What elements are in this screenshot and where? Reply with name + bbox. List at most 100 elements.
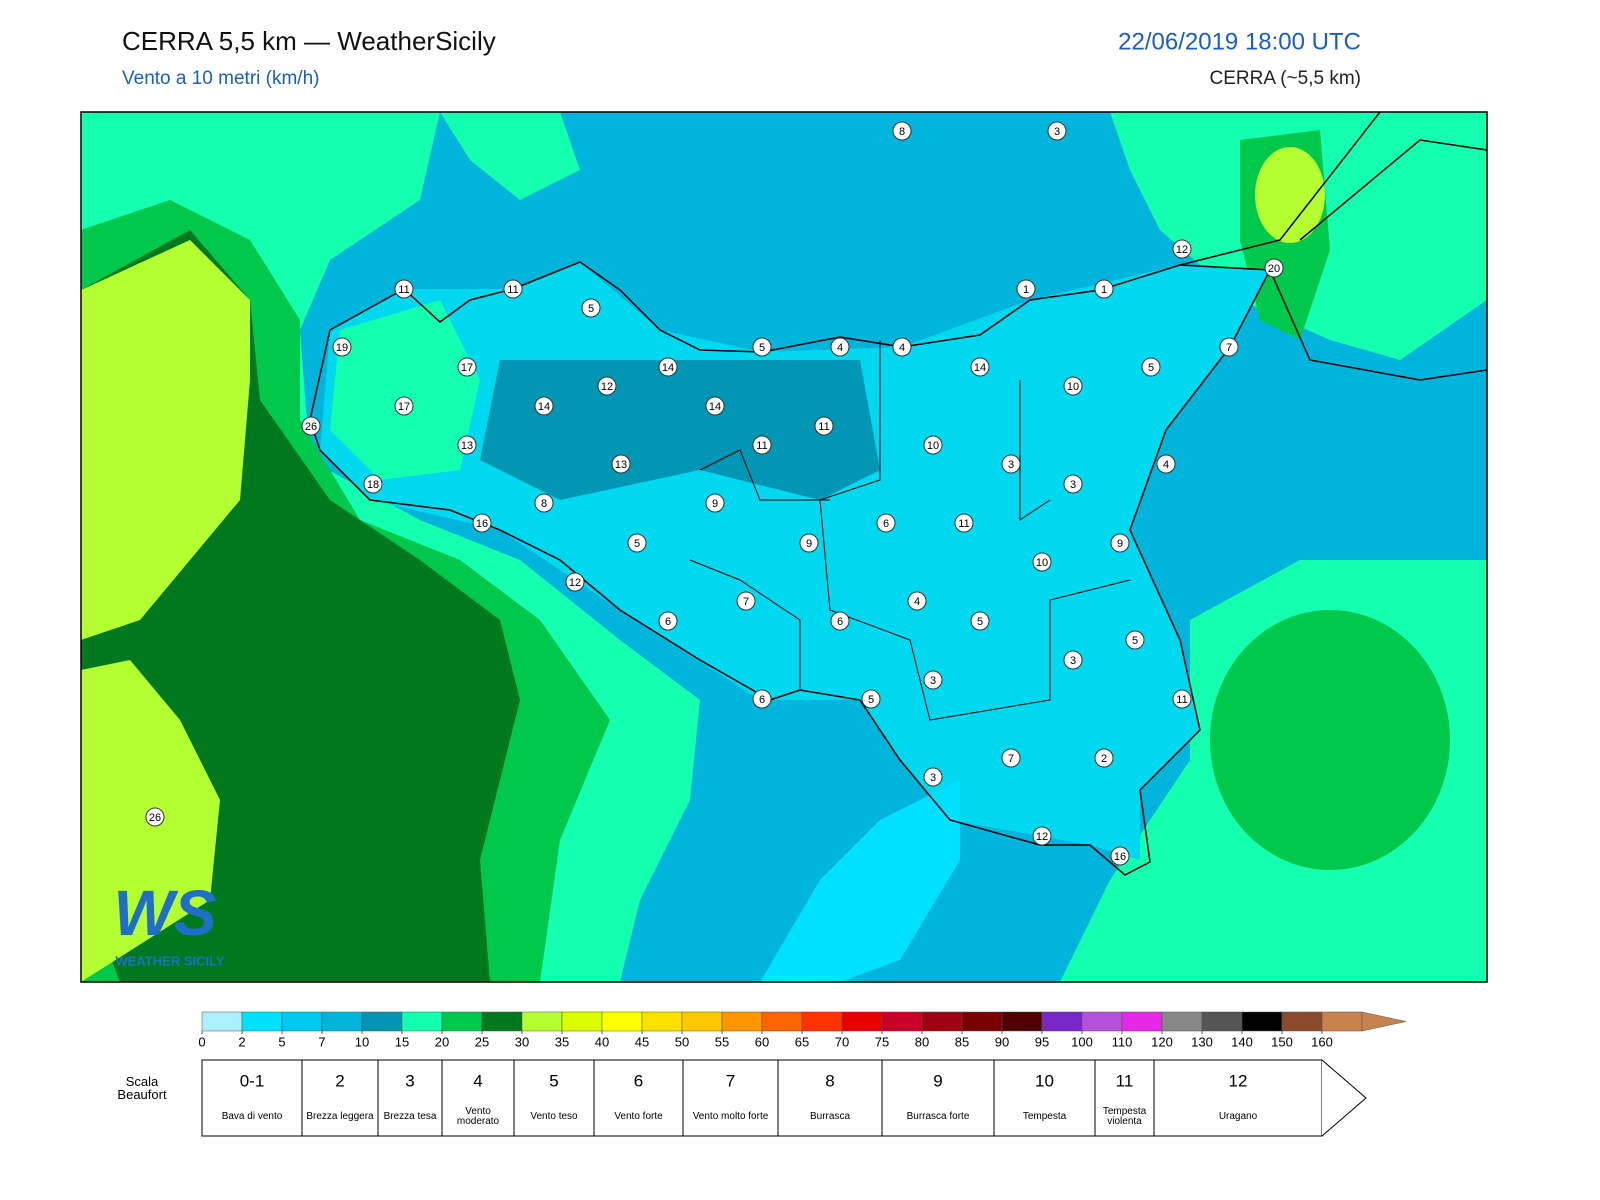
station-marker xyxy=(954,513,974,533)
station-value: 5 xyxy=(977,616,983,628)
station: 26 xyxy=(301,416,321,436)
beaufort-desc: Vento molto forte xyxy=(692,1111,769,1122)
field xyxy=(440,112,580,200)
station-value: 11 xyxy=(1176,694,1187,706)
station-value: 4 xyxy=(914,596,920,608)
station-marker xyxy=(1110,846,1130,866)
color-swatch xyxy=(1321,1011,1363,1032)
beaufort-title: Scala Beaufort xyxy=(117,1075,167,1102)
beaufort-desc: Vento moderato xyxy=(456,1106,500,1127)
beaufort-box xyxy=(881,1059,995,1137)
colorbar-label: 2 xyxy=(238,1034,245,1049)
color-swatch xyxy=(241,1011,283,1032)
station-value: 11 xyxy=(507,284,518,296)
station: 5 xyxy=(970,611,990,631)
beaufort-desc: Brezza tesa xyxy=(383,1111,437,1122)
station: 14 xyxy=(705,396,725,416)
color-swatch xyxy=(1081,1011,1123,1032)
color-swatch xyxy=(801,1011,843,1032)
beaufort-desc-box: Vento moderato xyxy=(456,1106,500,1127)
beaufort-desc-box: Tempesta violenta xyxy=(1103,1107,1146,1127)
station-value: 7 xyxy=(1008,753,1014,765)
station-marker xyxy=(472,513,492,533)
beaufort-desc: Burrasca xyxy=(809,1111,850,1122)
station: 1 xyxy=(1016,279,1036,299)
station: 6 xyxy=(752,689,772,709)
station: 16 xyxy=(1110,846,1130,866)
station-value: 3 xyxy=(930,675,936,687)
station: 11 xyxy=(1172,689,1192,709)
beaufort-desc-box: Brezza tesa xyxy=(383,1111,437,1122)
colorbar-extend xyxy=(1361,1011,1407,1032)
beaufort-force: 11 xyxy=(1116,1071,1134,1090)
color-swatch xyxy=(201,1011,243,1032)
station-marker xyxy=(1063,376,1083,396)
station-marker xyxy=(705,396,725,416)
colorbar-label: 35 xyxy=(555,1034,569,1049)
station-value: 11 xyxy=(818,421,829,433)
beaufort-force: 10 xyxy=(1035,1071,1054,1090)
station-marker xyxy=(1094,748,1114,768)
station: 12 xyxy=(1172,239,1192,259)
station-marker xyxy=(876,513,896,533)
station: 7 xyxy=(1001,748,1021,768)
station-value: 13 xyxy=(461,440,473,452)
beaufort-desc: Uragano xyxy=(1218,1111,1258,1122)
station-value: 2 xyxy=(1101,753,1107,765)
station: 14 xyxy=(970,357,990,377)
model-label: CERRA (~5,5 km) xyxy=(1209,68,1361,89)
color-swatch xyxy=(721,1011,763,1032)
field xyxy=(1210,610,1450,870)
station-value: 9 xyxy=(712,498,718,510)
station-marker xyxy=(611,454,631,474)
colorbar-label: 55 xyxy=(715,1034,729,1049)
station-marker xyxy=(1001,454,1021,474)
colorbar-label: 80 xyxy=(915,1034,929,1049)
station-marker xyxy=(534,493,554,513)
color-swatch xyxy=(881,1011,923,1032)
station-value: 12 xyxy=(1036,831,1048,843)
station: 14 xyxy=(658,357,678,377)
beaufort-force: 7 xyxy=(726,1071,735,1090)
station-marker xyxy=(1032,552,1052,572)
station-marker xyxy=(597,376,617,396)
color-swatch xyxy=(841,1011,883,1032)
station-value: 3 xyxy=(1008,459,1014,471)
station-value: 3 xyxy=(930,772,936,784)
station-marker xyxy=(1001,748,1021,768)
beaufort-desc: Bava di vento xyxy=(221,1111,283,1122)
station-value: 8 xyxy=(899,126,905,138)
color-swatch xyxy=(521,1011,563,1032)
station: 11 xyxy=(503,279,523,299)
station-value: 11 xyxy=(958,518,969,530)
station: 26 xyxy=(145,807,165,827)
station: 4 xyxy=(1156,454,1176,474)
color-swatch xyxy=(601,1011,643,1032)
station-value: 12 xyxy=(569,577,581,589)
station-marker xyxy=(503,279,523,299)
colorbar-label: 7 xyxy=(318,1034,325,1049)
beaufort-desc-box: Burrasca xyxy=(809,1111,850,1122)
station-value: 9 xyxy=(1117,538,1123,550)
colorbar-label: 45 xyxy=(635,1034,649,1049)
station-value: 17 xyxy=(461,362,473,374)
station: 6 xyxy=(830,611,850,631)
station-value: 6 xyxy=(665,616,671,628)
color-swatch xyxy=(481,1011,523,1032)
station: 5 xyxy=(861,689,881,709)
station-value: 14 xyxy=(662,362,674,374)
station-marker xyxy=(1172,239,1192,259)
station-marker xyxy=(301,416,321,436)
station-marker xyxy=(892,121,912,141)
station: 9 xyxy=(705,493,725,513)
beaufort-arrow xyxy=(1321,1059,1367,1137)
beaufort-desc-box: Bava di vento xyxy=(221,1111,283,1122)
station-marker xyxy=(1094,279,1114,299)
station-marker xyxy=(1264,258,1284,278)
colorbar-label: 90 xyxy=(995,1034,1009,1049)
coastline xyxy=(1179,112,1487,381)
beaufort-force: 4 xyxy=(473,1071,482,1090)
station-value: 5 xyxy=(1132,635,1138,647)
station-marker xyxy=(892,337,912,357)
